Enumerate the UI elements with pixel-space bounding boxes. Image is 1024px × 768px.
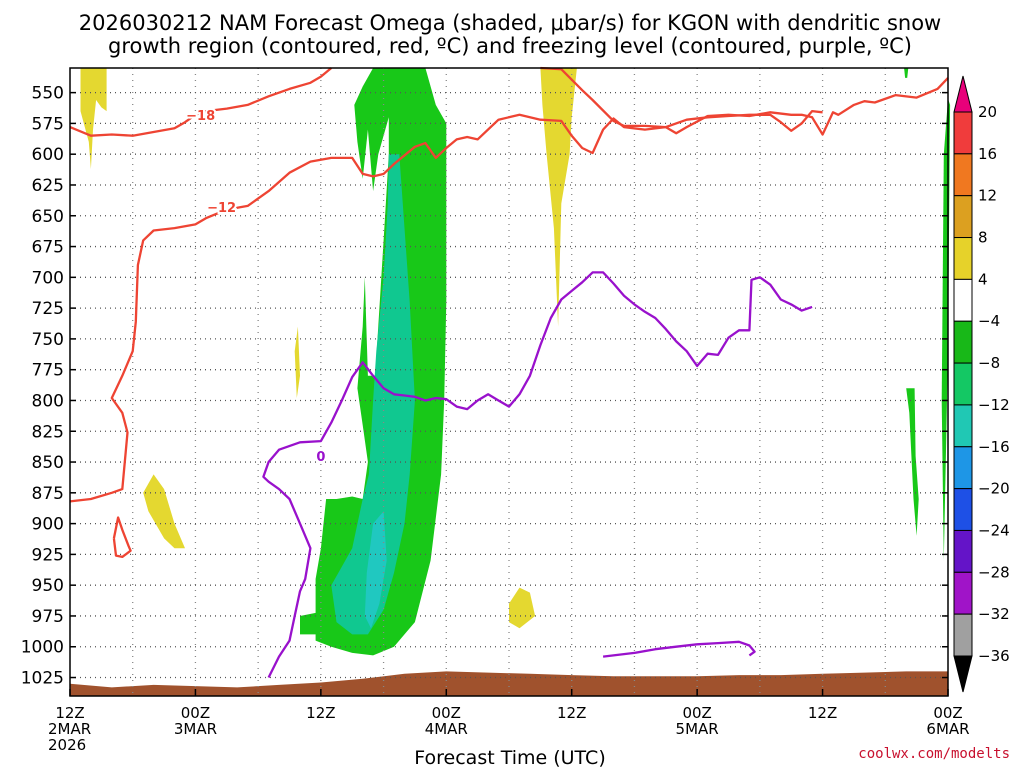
- yellow-region-sliver: [294, 326, 300, 398]
- colorbar-label: −12: [978, 396, 1010, 414]
- colorbar-label: −16: [978, 438, 1010, 456]
- yellow-region-top-left: [80, 68, 107, 169]
- freezing-level-lower: [602, 640, 756, 658]
- colorbar-label: −8: [978, 354, 1000, 372]
- credit-text: coolwx.com/modelts: [858, 746, 1010, 762]
- y-tick-label: 650: [32, 207, 64, 227]
- yellow-region-mid-top: [540, 68, 577, 327]
- y-tick-label: 600: [32, 145, 64, 165]
- colorbar-band: [953, 529, 973, 573]
- colorbar-label: −32: [978, 605, 1010, 623]
- colorbar-label: −24: [978, 521, 1010, 539]
- colorbar-band: [953, 237, 973, 280]
- colorbar-band: [953, 320, 973, 364]
- y-tick-label: 975: [32, 607, 64, 627]
- x-tick-label: 12Z: [557, 704, 586, 722]
- x-tick-label: 00Z: [432, 704, 461, 722]
- green-small-right: [906, 388, 919, 536]
- y-tick-label: 775: [32, 361, 64, 381]
- y-tick-label: 875: [32, 484, 64, 504]
- green-small-left: [300, 612, 319, 635]
- x-tick-label: 5MAR: [676, 720, 719, 738]
- y-tick-label: 575: [32, 114, 64, 134]
- minus12-isotherm-small: [112, 516, 132, 559]
- y-axis-ticks: 550 575 600 625 650 675 700 725 750 775 800 825 850 8…: [21, 84, 948, 689]
- colorbar-label: −20: [978, 480, 1010, 498]
- minus18-isotherm-label: −18: [186, 109, 215, 124]
- y-tick-label: 625: [32, 176, 64, 196]
- x-tick-label: 4MAR: [425, 720, 468, 738]
- teal-core-region: [331, 154, 415, 635]
- colorbar-label: −28: [978, 563, 1010, 581]
- minus18-isotherm-right: [540, 66, 949, 136]
- y-tick-label: 950: [32, 576, 64, 596]
- colorbar-band: [953, 571, 973, 615]
- minus12-isotherm-label: −12: [207, 201, 236, 216]
- y-tick-label: 700: [32, 268, 64, 288]
- y-tick-label: 725: [32, 299, 64, 319]
- colorbar-bottom-arrow: [953, 655, 973, 693]
- colorbar-band: [953, 488, 973, 531]
- colorbar-band: [953, 195, 973, 239]
- colorbar-label: −36: [978, 647, 1010, 665]
- colorbar-band: [953, 446, 973, 490]
- temperature-contours: −18 −12 0: [69, 66, 949, 679]
- colorbar-label: 16: [978, 145, 997, 163]
- x-tick-label: 2MAR: [48, 720, 91, 738]
- colorbar-label: 8: [978, 229, 988, 247]
- colorbar-label: 4: [978, 270, 988, 288]
- x-tick-label: 00Z: [682, 704, 711, 722]
- x-tick-label: 6MAR: [926, 720, 969, 738]
- x-axis-label: Forecast Time (UTC): [414, 747, 605, 768]
- y-tick-label: 1025: [21, 669, 64, 689]
- x-tick-label: 12Z: [306, 704, 335, 722]
- gridlines: [70, 68, 948, 696]
- y-tick-label: 925: [32, 545, 64, 565]
- green-strip-right-top: [904, 68, 909, 78]
- freezing-level-label: 0: [316, 450, 325, 465]
- y-tick-label: 750: [32, 330, 64, 350]
- minus12-isotherm: [69, 109, 823, 503]
- colorbar-label: 12: [978, 187, 997, 205]
- chart-title-line1: 2026030212 NAM Forecast Omega (shaded, μ…: [79, 11, 941, 35]
- ground-surface: [70, 671, 948, 696]
- freezing-level: [262, 271, 813, 679]
- y-tick-label: 550: [32, 84, 64, 104]
- colorbar-band: [953, 153, 973, 197]
- y-tick-label: 1000: [21, 638, 64, 658]
- x-tick-label: 12Z: [55, 704, 84, 722]
- omega-shading: [70, 68, 951, 696]
- chart-title-line2: growth region (contoured, red, ºC) and f…: [108, 34, 912, 58]
- y-tick-label: 800: [32, 391, 64, 411]
- colorbar-label: −4: [978, 312, 1000, 330]
- colorbar-label: 20: [978, 103, 997, 121]
- colorbar-band: [953, 278, 973, 322]
- x-tick-label: 00Z: [933, 704, 962, 722]
- yellow-region-small-blob: [509, 587, 536, 629]
- yellow-region-left-low: [143, 474, 185, 549]
- y-tick-label: 825: [32, 422, 64, 442]
- x-tick-label: 00Z: [181, 704, 210, 722]
- cyan-core-region: [364, 511, 387, 629]
- x-tick-label: 12Z: [808, 704, 837, 722]
- plot-frame: [69, 67, 949, 697]
- green-strip-right-edge: [941, 98, 951, 561]
- colorbar-band: [953, 362, 973, 406]
- y-tick-label: 675: [32, 238, 64, 258]
- colorbar-band: [953, 613, 973, 657]
- minus18-isotherm: [69, 67, 333, 137]
- y-tick-label: 900: [32, 515, 64, 535]
- colorbar-top-arrow: [953, 75, 973, 113]
- y-tick-label: 850: [32, 453, 64, 473]
- colorbar: 20 16 12 8 4 −4 −8 −12 −16 −20 −24 −28 −32 −36: [953, 75, 1010, 693]
- x-tick-label: 2026: [48, 736, 86, 754]
- colorbar-band: [953, 404, 973, 448]
- x-tick-label: 3MAR: [174, 720, 217, 738]
- colorbar-band: [953, 111, 973, 155]
- plot-border: [69, 67, 949, 697]
